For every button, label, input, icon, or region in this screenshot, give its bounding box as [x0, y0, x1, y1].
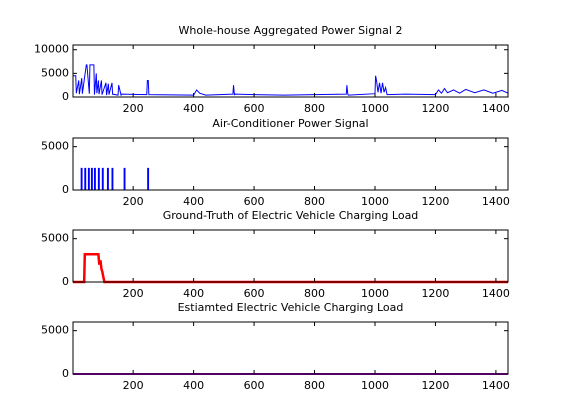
- data-line: [73, 167, 508, 191]
- y-tick-label: 5000: [41, 232, 69, 245]
- axes-background: [73, 230, 508, 282]
- x-tick-label: 1000: [361, 287, 389, 300]
- y-tick-label: 10000: [34, 43, 69, 56]
- x-tick-label: 1400: [482, 195, 510, 208]
- subplot-title: Air-Conditioner Power Signal: [212, 117, 368, 130]
- x-tick-label: 1400: [482, 102, 510, 115]
- x-tick-label: 600: [244, 102, 265, 115]
- data-line: [73, 64, 509, 97]
- x-tick-label: 200: [123, 379, 144, 392]
- x-tick-label: 1200: [421, 195, 449, 208]
- x-tick-label: 200: [123, 287, 144, 300]
- y-tick-label: 0: [62, 367, 69, 380]
- x-tick-label: 800: [304, 287, 325, 300]
- x-tick-label: 400: [183, 102, 204, 115]
- x-tick-label: 800: [304, 379, 325, 392]
- x-tick-label: 600: [244, 287, 265, 300]
- subplot-title: Ground-Truth of Electric Vehicle Chargin…: [163, 209, 419, 222]
- x-tick-label: 400: [183, 195, 204, 208]
- x-tick-label: 200: [123, 195, 144, 208]
- x-tick-label: 1200: [421, 287, 449, 300]
- subplot-title: Estiamted Electric Vehicle Charging Load: [178, 301, 404, 314]
- y-tick-label: 0: [62, 90, 69, 103]
- y-tick-label: 0: [62, 275, 69, 288]
- subplot-title: Whole-house Aggregated Power Signal 2: [179, 24, 403, 37]
- x-tick-label: 800: [304, 195, 325, 208]
- axes-box: [72, 44, 509, 98]
- data-line: [73, 253, 508, 284]
- y-tick-label: 5000: [41, 140, 69, 153]
- x-tick-label: 600: [244, 195, 265, 208]
- y-tick-label: 0: [62, 183, 69, 196]
- x-tick-label: 800: [304, 102, 325, 115]
- y-tick-label: 5000: [41, 66, 69, 79]
- x-tick-label: 600: [244, 379, 265, 392]
- x-tick-label: 1400: [482, 287, 510, 300]
- axes-background: [73, 138, 508, 190]
- axes-box: [72, 321, 509, 375]
- axes-background: [73, 45, 508, 97]
- x-tick-label: 1200: [421, 102, 449, 115]
- x-tick-label: 1400: [482, 379, 510, 392]
- x-tick-label: 200: [123, 102, 144, 115]
- x-tick-label: 400: [183, 287, 204, 300]
- y-tick-label: 5000: [41, 324, 69, 337]
- axes-background: [73, 322, 508, 374]
- x-tick-label: 1000: [361, 379, 389, 392]
- axes-box: [72, 229, 509, 283]
- x-tick-label: 400: [183, 379, 204, 392]
- axes-box: [72, 137, 509, 191]
- x-tick-label: 1000: [361, 195, 389, 208]
- x-tick-label: 1000: [361, 102, 389, 115]
- x-tick-label: 1200: [421, 379, 449, 392]
